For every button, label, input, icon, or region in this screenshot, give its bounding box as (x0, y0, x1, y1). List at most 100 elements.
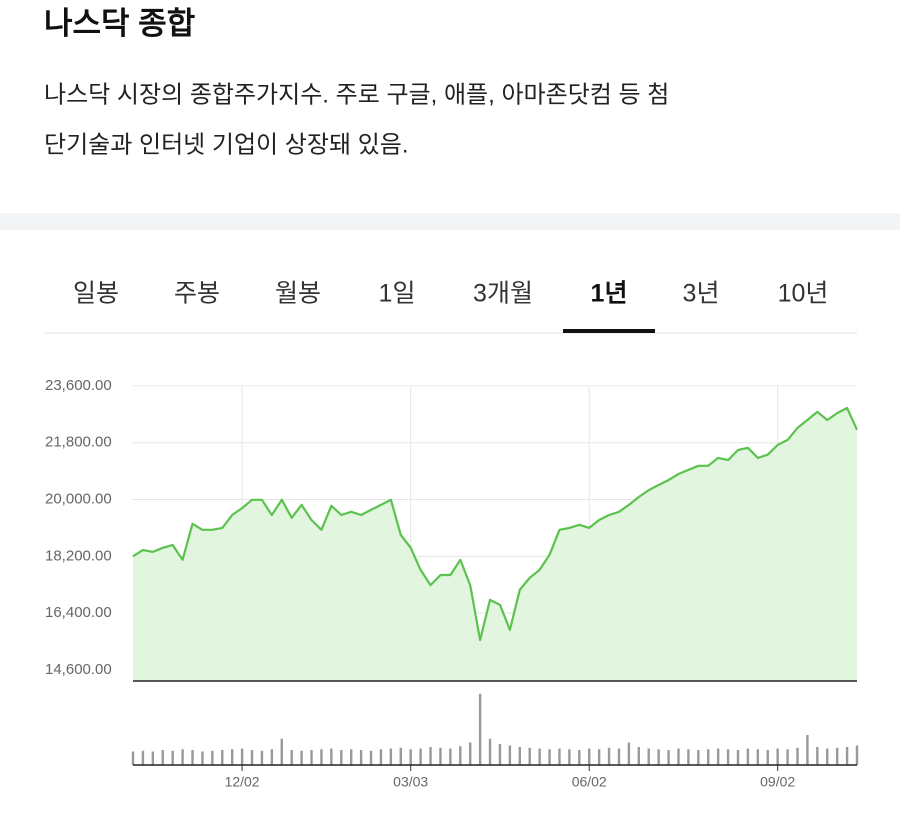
volume-bar (766, 750, 769, 765)
tab[interactable]: 주봉 (174, 280, 220, 308)
volume-bar (726, 749, 730, 765)
volume-bar (568, 749, 571, 765)
volume-bar (399, 747, 402, 765)
volume-bar (826, 748, 829, 765)
volume-bar (429, 747, 432, 765)
volume-bar (677, 748, 680, 765)
volume-bar (449, 748, 452, 765)
volume-bar (697, 750, 700, 765)
line (132, 406, 859, 642)
volume-bar (330, 748, 333, 765)
x-tick-label: 03/03 (393, 774, 428, 790)
volume-bar (518, 747, 521, 765)
volume-bar (786, 749, 789, 765)
volume-bar (508, 745, 512, 765)
x-tick-label: 12/02 (225, 774, 260, 790)
volume-bar (845, 747, 849, 765)
volume-bar (310, 750, 313, 765)
volume-bar (181, 749, 184, 765)
volume-bar (746, 748, 750, 765)
volume-bar (806, 735, 809, 765)
volume-bar (736, 750, 740, 765)
volume-bar (409, 749, 412, 765)
tab[interactable]: 월봉 (275, 280, 321, 308)
tab[interactable]: 3개월 (473, 280, 533, 308)
volume-bar (558, 748, 561, 765)
volume-bar (835, 747, 839, 765)
tab[interactable]: 3년 (683, 280, 720, 308)
volume-bar (607, 747, 611, 765)
tab[interactable]: 1년 (591, 280, 628, 308)
volume-bar (260, 750, 264, 765)
volume-bar (578, 750, 581, 765)
y-tick-label: 14,600.00 (45, 661, 112, 678)
volume-bar (776, 748, 779, 765)
volume-bar (439, 747, 442, 765)
volume-bar (687, 749, 690, 765)
volume-bar (389, 748, 393, 765)
volume-bar (627, 742, 631, 765)
volume-bar (459, 746, 462, 765)
volume-bar (667, 750, 670, 765)
volume-bar (647, 748, 650, 765)
volume-bar (597, 749, 601, 765)
volume-bar (230, 749, 234, 765)
volume-bar (290, 750, 293, 765)
volume-bar (211, 750, 214, 765)
volume-bar (131, 751, 135, 765)
volume-bar (221, 750, 224, 765)
tab[interactable]: 10년 (778, 280, 829, 308)
tab[interactable]: 일봉 (73, 280, 119, 308)
volume-bar (161, 750, 164, 765)
volume-bar (151, 751, 155, 765)
volume-bar (488, 738, 492, 765)
volume-bar (320, 749, 323, 765)
volume-bar (588, 748, 591, 765)
volume-bar (548, 749, 551, 765)
volume-bar (300, 750, 303, 765)
x-tick-label: 06/02 (572, 774, 607, 790)
volume-bar (280, 738, 283, 765)
volume-bar (171, 750, 174, 765)
volume-bar (419, 748, 422, 765)
volume-bar (498, 744, 502, 765)
volume-bar (855, 745, 859, 765)
tab-indicator (563, 329, 655, 333)
y-tick-label: 23,600.00 (45, 377, 112, 394)
divider (0, 213, 900, 230)
y-tick-label: 18,200.00 (45, 547, 112, 564)
volume-bar (191, 750, 194, 765)
volume-bar (379, 749, 383, 765)
volume-bar (707, 749, 710, 765)
volume-bar (369, 750, 373, 765)
y-tick-label: 16,400.00 (45, 604, 112, 621)
volume-bar (250, 750, 254, 765)
volume-bar (816, 747, 819, 765)
volume-bar (796, 747, 799, 765)
volume-bar (340, 750, 343, 765)
tab[interactable]: 1일 (379, 280, 416, 308)
volume-bar (528, 747, 531, 765)
x-tick-label: 09/02 (760, 774, 795, 790)
volume-bar (359, 750, 363, 765)
y-tick-label: 21,800.00 (45, 434, 112, 451)
volume-bar (201, 751, 204, 765)
volume-bar (637, 747, 641, 765)
y-tick-label: 20,000.00 (45, 490, 112, 507)
volume-bar (716, 748, 720, 765)
title: 나스닥 종합 (44, 6, 195, 41)
volume-bar (349, 749, 353, 765)
volume-bar (657, 749, 660, 765)
volume-bar (538, 748, 541, 765)
volume-bar (240, 748, 244, 765)
volume-bar (270, 749, 274, 765)
volume-bar (617, 748, 621, 765)
volume-bar (469, 742, 472, 765)
volume-bar (756, 749, 760, 765)
description: 나스닥 시장의 종합주가지수. 주로 구글, 애플, 아마존닷컴 등 첨 (44, 81, 669, 108)
description: 단기술과 인터넷 기업이 상장돼 있음. (44, 131, 409, 158)
volume-bar (478, 693, 482, 765)
volume-bar (141, 750, 145, 765)
